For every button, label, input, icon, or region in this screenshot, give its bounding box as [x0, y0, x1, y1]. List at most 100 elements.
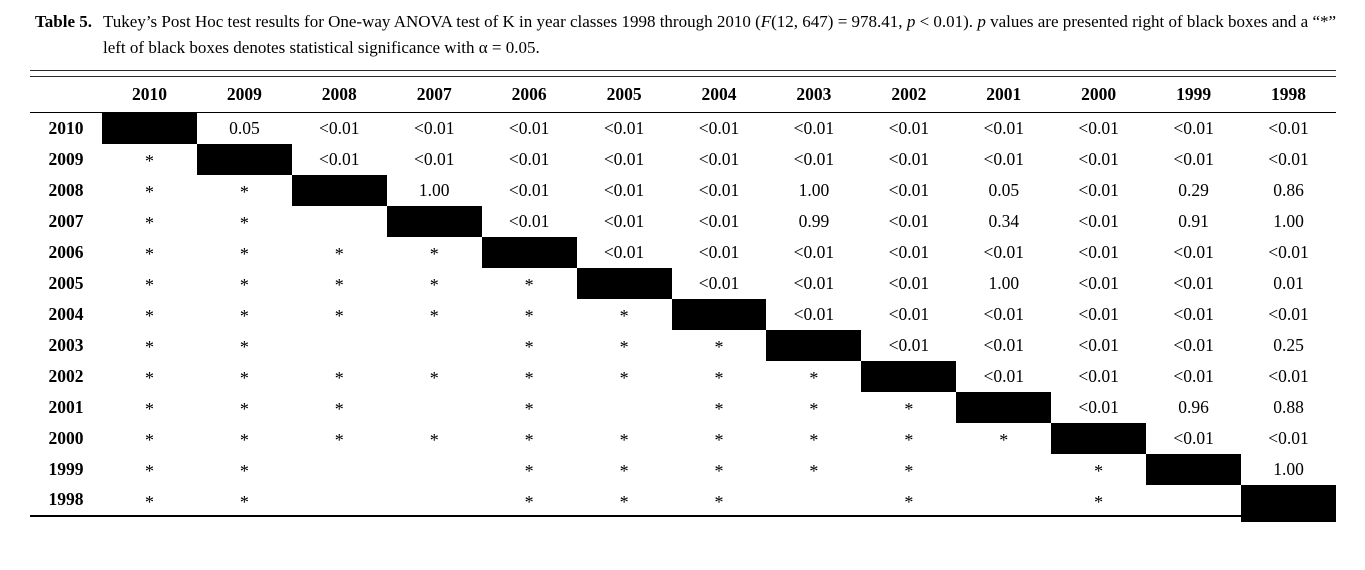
significance-cell: * [429, 306, 439, 326]
black-box [576, 267, 672, 299]
p-value-cell: <0.01 [1173, 272, 1214, 293]
significance-cell: * [334, 306, 344, 326]
diagonal-box-cell [291, 174, 387, 206]
p-value-cell: <0.01 [888, 241, 930, 262]
black-box [386, 205, 482, 237]
empty-cell [577, 392, 672, 423]
empty-cell [956, 454, 1051, 485]
significance-cell: * [714, 399, 724, 419]
row-header-2003: 2003 [48, 334, 84, 355]
p-value-cell: <0.01 [413, 148, 455, 169]
diagonal-box-cell [102, 113, 197, 144]
p-value-cell: 0.88 [1273, 396, 1304, 417]
diagonal-box-cell [196, 143, 292, 175]
p-value-cell: <0.01 [1173, 334, 1214, 355]
significance-cell: * [619, 491, 629, 512]
significance-cell: * [144, 399, 154, 419]
p-value-cell: <0.01 [1078, 241, 1119, 262]
significance-cell: * [239, 430, 249, 450]
p-value-cell: <0.01 [508, 210, 550, 231]
p-value-cell: 1.00 [798, 179, 830, 200]
significance-cell: * [334, 430, 344, 450]
p-value-cell: <0.01 [983, 334, 1025, 355]
diagonal-box-cell [671, 298, 767, 330]
caption-segment-italic-p: p [977, 12, 986, 31]
row-header-1998: 1998 [48, 489, 84, 509]
p-value-cell: <0.01 [983, 365, 1025, 386]
p-value-cell: <0.01 [983, 303, 1025, 324]
diagonal-box-cell [861, 360, 957, 392]
p-value-cell: 0.05 [988, 179, 1020, 200]
empty-cell [292, 330, 387, 361]
diagonal-box-cell [481, 236, 577, 268]
diagonal-box-cell [386, 205, 482, 237]
p-value-cell: <0.01 [793, 241, 835, 262]
significance-cell: * [429, 368, 439, 388]
row-header-2007: 2007 [48, 210, 84, 231]
p-value-cell: <0.01 [698, 241, 740, 262]
p-value-cell: <0.01 [1078, 365, 1119, 386]
p-value-cell: 1.00 [418, 179, 450, 200]
table-row-1998: 1998 * * * * * * * [30, 484, 1336, 522]
significance-cell: * [524, 337, 534, 357]
header-row: 2010 2009 2008 2007 2006 2005 2004 2003 2002 2001… [30, 77, 1336, 113]
p-value-cell: <0.01 [1268, 427, 1309, 448]
p-value-cell: <0.01 [698, 210, 740, 231]
column-header-2009: 2009 [196, 77, 292, 113]
black-box [481, 236, 577, 268]
significance-cell: * [904, 491, 914, 512]
significance-cell: * [144, 151, 154, 171]
significance-cell: * [239, 275, 249, 295]
empty-cell [1146, 485, 1241, 516]
significance-cell: * [144, 213, 154, 233]
row-header-2008: 2008 [48, 179, 84, 200]
significance-cell: * [524, 275, 534, 295]
table-row-2007: 2007 * * <0.01 <0.01 <0.01 0.99 <0.01 0.34 <0.01 0… [30, 205, 1336, 237]
p-value-cell: <0.01 [1173, 241, 1214, 262]
significance-cell: * [429, 275, 439, 295]
significance-cell: * [144, 306, 154, 326]
significance-cell: * [809, 461, 819, 481]
p-value-cell: <0.01 [888, 303, 930, 324]
significance-cell: * [714, 461, 724, 481]
caption-segment: < 0.01). [915, 12, 978, 31]
p-value-cell: <0.01 [793, 117, 835, 138]
significance-cell: * [619, 461, 629, 481]
row-header-2006: 2006 [48, 241, 84, 262]
p-value-cell: 0.29 [1178, 179, 1209, 200]
significance-cell: * [334, 399, 344, 419]
p-value-cell: <0.01 [319, 117, 360, 138]
significance-cell: * [714, 337, 724, 357]
p-value-cell: 1.00 [1273, 210, 1304, 231]
p-value-cell: <0.01 [508, 179, 550, 200]
significance-cell: * [239, 399, 249, 419]
significance-cell: * [334, 244, 344, 264]
column-header-1999: 1999 [1146, 77, 1242, 113]
p-value-cell: 0.96 [1178, 396, 1209, 417]
empty-cell [292, 485, 387, 516]
black-box [291, 174, 387, 206]
table-row-1999: 1999 * * * * * * * * 1.00 [30, 453, 1336, 485]
significance-cell: * [239, 337, 249, 357]
p-value-cell: <0.01 [1078, 303, 1119, 324]
caption-segment: values are presented right of black boxe… [103, 12, 1337, 57]
empty-cell [387, 330, 482, 361]
column-header-2005: 2005 [576, 77, 672, 113]
p-value-cell: <0.01 [603, 210, 645, 231]
table-top-double-rule [30, 70, 1336, 77]
column-header-1998: 1998 [1241, 77, 1336, 113]
significance-cell: * [144, 244, 154, 264]
row-header-2000: 2000 [48, 427, 84, 448]
corner-cell [30, 77, 102, 113]
significance-cell: * [619, 368, 629, 388]
p-value-cell: <0.01 [508, 148, 550, 169]
significance-cell: * [809, 368, 819, 388]
row-header-2009: 2009 [48, 148, 84, 169]
black-box [1241, 484, 1336, 522]
significance-cell: * [144, 430, 154, 450]
significance-cell: * [239, 213, 249, 233]
p-value-cell: <0.01 [698, 179, 740, 200]
table-row-2004: 2004 * * * * * * <0.01 <0.01 <0.01 <0.01 <0.01 <0.01 [30, 298, 1336, 330]
p-value-cell: <0.01 [888, 117, 930, 138]
